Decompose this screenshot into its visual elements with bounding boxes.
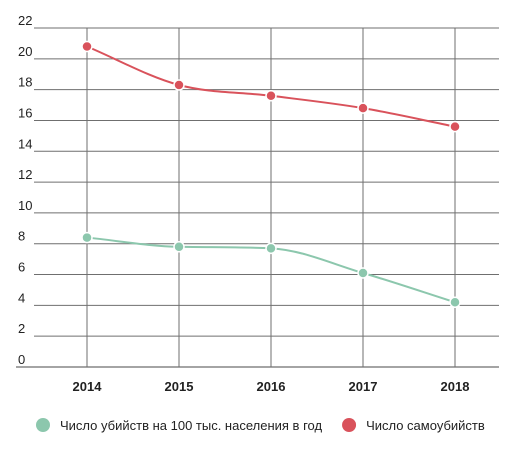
data-point (357, 102, 369, 114)
data-point (81, 231, 93, 244)
y-tick-label: 12 (18, 167, 32, 182)
data-point (265, 242, 277, 255)
x-tick-label: 2014 (73, 379, 103, 394)
data-point (449, 296, 461, 309)
data-point (357, 267, 369, 279)
y-tick-label: 0 (18, 352, 25, 367)
legend-label: Число самоубийств (366, 418, 485, 433)
y-tick-label: 14 (18, 136, 32, 151)
legend: Число убийств на 100 тыс. населения в го… (36, 418, 485, 433)
y-tick-label: 20 (18, 44, 32, 59)
data-point (173, 241, 185, 253)
legend-marker (342, 418, 357, 432)
y-tick-label: 18 (18, 75, 32, 90)
x-tick-label: 2017 (349, 379, 378, 394)
data-point (173, 79, 185, 91)
series-lines (81, 40, 461, 309)
legend-marker (36, 418, 50, 432)
x-tick-label: 2018 (441, 379, 470, 394)
y-tick-label: 4 (18, 290, 25, 305)
grid (16, 27, 499, 368)
y-tick-label: 2 (18, 321, 25, 336)
y-tick-label: 8 (18, 229, 25, 244)
data-point (81, 40, 93, 53)
x-tick-label: 2016 (257, 379, 286, 394)
legend-label: Число убийств на 100 тыс. населения в го… (60, 418, 322, 433)
y-tick-label: 22 (18, 13, 32, 28)
y-tick-label: 16 (18, 105, 32, 120)
x-tick-label: 2015 (165, 379, 194, 394)
y-tick-label: 6 (18, 260, 25, 275)
data-point (265, 90, 277, 102)
x-axis-ticks: 2014 2015 2016 2017 2018 (73, 379, 470, 394)
y-axis-ticks: 0 2 4 6 8 10 12 14 16 18 20 22 (18, 13, 32, 367)
y-tick-label: 10 (18, 198, 32, 213)
data-point (449, 120, 461, 133)
